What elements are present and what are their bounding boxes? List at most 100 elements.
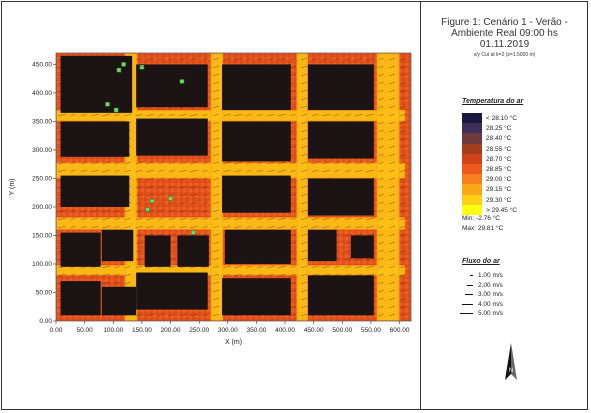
wind-vector [125,290,131,292]
wind-vector [399,66,407,68]
wind-vector [146,202,154,204]
wind-vector [389,154,395,156]
wind-vector [179,186,187,188]
wind-vector [267,74,275,76]
x-tick-label: 200.00 [161,327,181,334]
wind-vector [70,258,76,260]
wind-vector [179,290,187,292]
wind-vector [135,266,143,268]
wind-vector [81,170,87,172]
wind-vector [146,274,154,276]
wind-vector [257,114,263,116]
building [307,64,374,111]
building [350,235,374,259]
wind-vector [246,234,252,236]
wind-vector [102,146,110,148]
wind-vector [278,98,286,100]
wind-vector [290,202,296,204]
wind-vector [91,306,99,308]
wind-vector [389,82,395,84]
wind-vector [58,74,66,76]
wind-vector [169,106,175,108]
wind-vector [334,210,340,212]
wind-vector [290,194,296,196]
wind-vector [334,242,340,244]
wind-vector [190,58,198,60]
wind-vector [135,90,143,92]
wind-vector [190,314,198,316]
wind-vector [125,282,131,284]
wind-vector [366,274,374,276]
wind-vector [179,314,187,316]
wind-vector [179,82,187,84]
wind-vector [378,314,384,316]
wind-vector [311,210,319,212]
wind-vector [399,122,407,124]
wind-vector [334,282,340,284]
wind-vector [146,58,154,60]
wind-vector [399,90,407,92]
wind-vector [257,98,263,100]
wind-vector [125,306,131,308]
wind-vector [399,154,407,156]
wind-vector [179,226,187,228]
wind-vector [125,242,131,244]
wind-vector [234,242,242,244]
wind-vector [234,306,242,308]
wind-vector [355,74,363,76]
wind-vector [102,58,110,60]
wind-vector [213,178,219,180]
wind-vector [322,82,330,84]
wind-vector [366,282,374,284]
wind-vector [334,314,340,316]
wind-vector [158,66,164,68]
wind-vector [389,258,395,260]
wind-vector [146,122,154,124]
wind-vector [70,234,76,236]
wind-vector [179,202,187,204]
wind-vector [146,218,154,220]
wind-vector [114,106,120,108]
wind-vector [257,194,263,196]
wind-vector [322,106,330,108]
wind-vector [278,154,286,156]
wind-vector [70,170,76,172]
wind-vector [190,74,198,76]
wind-vector [311,170,319,172]
wind-vector [114,162,120,164]
wind-vector [366,122,374,124]
wind-vector [334,274,340,276]
wind-vector [223,194,231,196]
x-tick-label: 400.00 [275,327,295,334]
wind-vector [234,170,242,172]
wind-vector [234,266,242,268]
wind-vector [311,314,319,316]
wind-vector [190,234,198,236]
wind-vector [135,122,143,124]
wind-vector [91,282,99,284]
wind-vector [322,210,330,212]
wind-vector [366,66,374,68]
vegetation-cell [179,79,185,84]
wind-vector [267,114,275,116]
wind-vector [169,258,175,260]
wind-vector [301,242,307,244]
wind-vector [257,218,263,220]
wind-vector [114,170,120,172]
wind-vector [355,114,363,116]
x-tick-label: 500.00 [332,327,352,334]
wind-vector [322,250,330,252]
wind-vector [91,194,99,196]
wind-vector [223,122,231,124]
wind-vector [213,218,219,220]
wind-vector [257,162,263,164]
legend-swatch [462,164,482,175]
wind-vector [366,250,374,252]
wind-vector [58,202,66,204]
wind-vector [81,274,87,276]
wind-scale-label: 5.00 m/s [478,310,503,317]
wind-vector [81,130,87,132]
wind-vector [58,130,66,132]
wind-vector [91,58,99,60]
wind-vector [70,122,76,124]
